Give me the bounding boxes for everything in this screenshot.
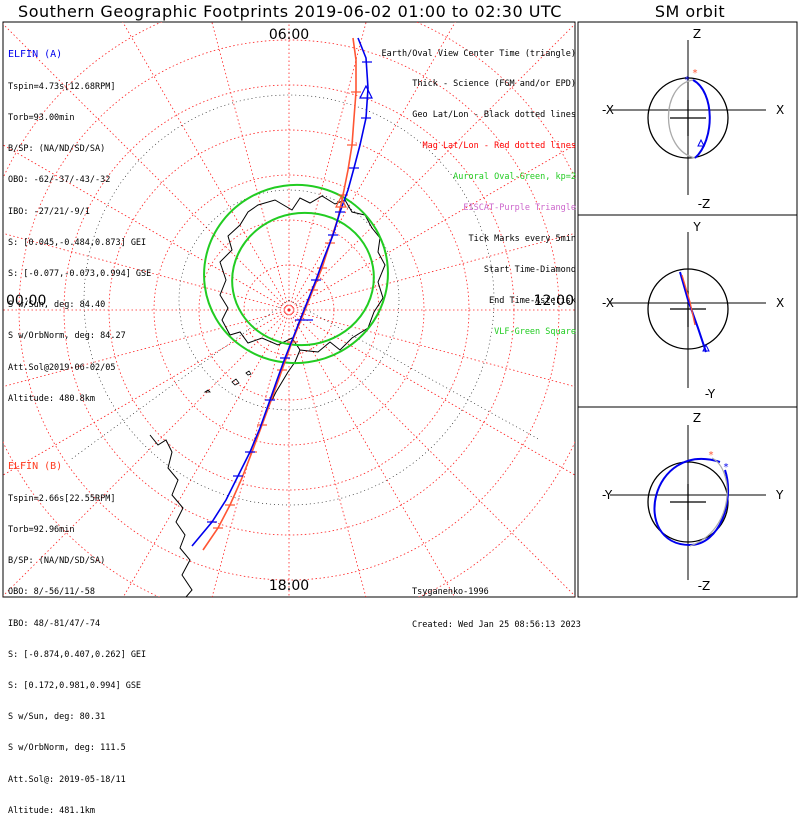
elfin-b-center-triangle bbox=[335, 195, 347, 208]
mag-radial-line bbox=[288, 309, 456, 597]
elfin-b-header: ELFIN (B) bbox=[8, 460, 63, 472]
legend: Earth/Oval View Center Time (triangle) T… bbox=[382, 28, 576, 347]
legend-item: Tick Marks every 5min bbox=[468, 233, 576, 244]
elfin-a-line: Torb=93.00min bbox=[8, 112, 75, 123]
hour-label-bottom: 18:00 bbox=[269, 578, 309, 594]
elfin-a-line: Att.Sol@2019-06-02/05 bbox=[8, 362, 116, 373]
elfin-b-line: Altitude: 481.1km bbox=[8, 805, 95, 816]
sm-frame bbox=[577, 21, 798, 598]
elfin-b-line: S w/Sun, deg: 80.31 bbox=[8, 712, 106, 723]
sm-panel-xz: * * Z -Z -X X bbox=[602, 27, 784, 211]
elfin-b-line: Att.Sol@: 2019-05-18/11 bbox=[8, 774, 126, 785]
antarctic-peninsula bbox=[271, 349, 301, 401]
hour-label-left: 00:00 bbox=[6, 293, 46, 309]
elfin-a-line: OBO: -62/-37/-43/-32 bbox=[8, 175, 111, 186]
elfin-a-track bbox=[191, 37, 369, 547]
sm2-bottom: -Y bbox=[705, 387, 716, 401]
elfin-b-line: B/SP: (NA/ND/SD/SA) bbox=[8, 556, 106, 567]
elfin-a-line: Tspin=4.73s[12.68RPM] bbox=[8, 81, 116, 92]
sm2-right: X bbox=[776, 296, 784, 310]
elfin-a-line: IBO: -27/21/-9/1 bbox=[8, 206, 90, 217]
sm-panel-yz: * * Z -Z -Y Y bbox=[602, 411, 784, 593]
sm1-top: Z bbox=[693, 27, 701, 41]
elfin-b-line: S w/OrbNorm, deg: 111.5 bbox=[8, 743, 126, 754]
elfin-a-line: S: [0.045,-0.484,0.873] GEI bbox=[8, 237, 147, 248]
elfin-b-line: S: [0.172,0.981,0.994] GSE bbox=[8, 680, 142, 691]
islands bbox=[203, 370, 252, 393]
legend-item: Mag Lat/Lon - Red dotted lines bbox=[422, 141, 576, 152]
mag-radial-line bbox=[288, 309, 367, 597]
footprint-map: 06:00 00:00 12:00 18:00 * * Z -Z -X X Y … bbox=[2, 21, 798, 598]
elfin-b-line: IBO: 48/-81/47/-74 bbox=[8, 618, 101, 629]
legend-item: Start Time-Diamond bbox=[483, 264, 576, 275]
svg-text:*: * bbox=[708, 450, 714, 461]
auroral-oval bbox=[203, 183, 389, 365]
elfin-a-ticks bbox=[207, 61, 372, 523]
sm2-left: -X bbox=[602, 296, 614, 310]
legend-item: End Time-Asterisk bbox=[489, 295, 576, 306]
legend-item: EISCAT-Purple Triangle bbox=[463, 203, 576, 214]
page-title: Southern Geographic Footprints 2019-06-0… bbox=[18, 2, 562, 21]
elfin-a-line: S: [-0.077,-0.073,0.994] GSE bbox=[8, 268, 152, 279]
elfin-b-ticks bbox=[213, 91, 361, 529]
elfin-a-line: Altitude: 480.8km bbox=[8, 393, 95, 404]
sm3-right: Y bbox=[775, 488, 784, 502]
mag-radial-line bbox=[211, 309, 290, 597]
svg-text:*: * bbox=[692, 68, 698, 79]
elfin-a-line: S w/Sun, deg: 84.40 bbox=[8, 300, 106, 311]
legend-item: Geo Lat/Lon - Black dotted lines bbox=[412, 110, 576, 121]
sm3-top: Z bbox=[693, 411, 701, 425]
elfin-a-line: B/SP: (NA/ND/SD/SA) bbox=[8, 144, 106, 155]
legend-item: Auroral Oval-Green, kp=2 bbox=[453, 172, 576, 183]
elfin-b-info: ELFIN (B) Tspin=2.66s[22.55RPM] Torb=92.… bbox=[8, 440, 146, 827]
elfin-a-center-triangle bbox=[359, 84, 373, 99]
elfin-b-line: OBO: 8/-56/11/-58 bbox=[8, 587, 95, 598]
svg-text:*: * bbox=[684, 75, 690, 86]
elfin-a-header: ELFIN (A) bbox=[8, 48, 63, 60]
south-america-coast bbox=[149, 434, 193, 597]
sm3-left: -Y bbox=[602, 488, 613, 502]
sm1-right: X bbox=[776, 103, 784, 117]
hour-label-right: 12:00 bbox=[534, 293, 574, 309]
legend-item: Earth/Oval View Center Time (triangle) bbox=[381, 48, 576, 59]
sm2-top: Y bbox=[692, 220, 701, 234]
elfin-a-line: S w/OrbNorm, deg: 84.27 bbox=[8, 331, 126, 342]
sm3-bottom: -Z bbox=[698, 579, 711, 593]
elfin-a-info: ELFIN (A) Tspin=4.73s[12.68RPM] Torb=93.… bbox=[8, 28, 151, 415]
svg-text:*: * bbox=[723, 462, 729, 473]
sm1-bottom: -Z bbox=[698, 197, 711, 211]
created-timestamp: Created: Wed Jan 25 08:56:13 2023 bbox=[412, 620, 581, 630]
elfin-b-line: Torb=92.96min bbox=[8, 524, 75, 535]
elfin-b-line: S: [-0.874,0.407,0.262] GEI bbox=[8, 649, 147, 660]
sm-panel-xy: Y -Y -X X bbox=[602, 220, 784, 401]
sm1-left: -X bbox=[602, 103, 614, 117]
geo-grid bbox=[69, 94, 541, 506]
legend-item: VLF-Green Square bbox=[494, 326, 576, 337]
legend-item: Thick - Science (FGM and/or EPD) bbox=[412, 79, 576, 90]
mag-radial-line bbox=[288, 309, 575, 597]
hour-label-top: 06:00 bbox=[269, 27, 309, 43]
credits: Tsyganenko-1996 Created: Wed Jan 25 08:5… bbox=[412, 565, 581, 642]
elfin-b-line: Tspin=2.66s[22.55RPM] bbox=[8, 493, 116, 504]
sm-orbit-title: SM orbit bbox=[654, 2, 726, 21]
model-credit: Tsyganenko-1996 bbox=[412, 587, 489, 597]
antarctica-coastline bbox=[219, 195, 386, 353]
